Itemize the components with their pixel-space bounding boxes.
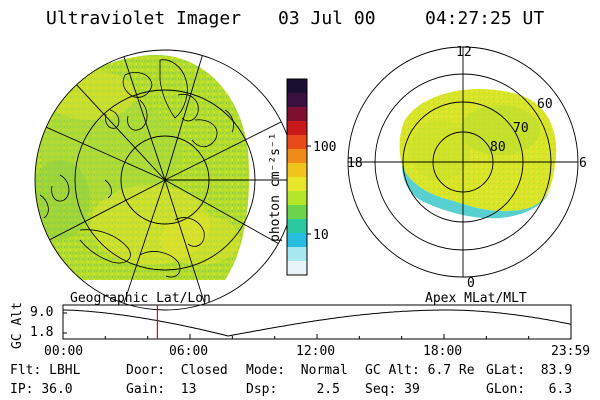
colorbar-label-10: 10	[313, 228, 329, 243]
status-value: LBHL	[49, 363, 81, 378]
timeline-frame	[62, 304, 572, 340]
colorbar-segment	[287, 205, 307, 220]
colorbar-segment	[287, 135, 307, 150]
status-gain: Gain: 13	[126, 382, 196, 397]
timeline-ticks	[62, 334, 572, 339]
colorbar	[286, 78, 311, 276]
status-mode: Mode: Normal	[246, 363, 348, 378]
status-dsp: Dsp: 2.5	[246, 382, 340, 397]
status-key: Flt:	[10, 363, 42, 378]
timeline-plot	[62, 304, 572, 340]
apex-caption: Apex MLat/MLT	[425, 291, 527, 306]
colorbar-segment	[287, 191, 307, 206]
status-value: 2.5	[316, 382, 340, 397]
colorbar-segment	[287, 163, 307, 178]
oval-edge	[402, 165, 550, 219]
status-seq: Seq: 39	[365, 382, 420, 397]
timeline-y-tick-9: 9.0	[30, 305, 54, 320]
colorbar-segment	[287, 79, 307, 94]
status-door: Door: Closed	[126, 363, 228, 378]
status-value: Normal	[300, 363, 348, 378]
geographic-image	[34, 49, 296, 311]
gc-altitude-curve	[63, 309, 572, 337]
status-key: IP:	[10, 382, 34, 397]
timeline-x-tick: 23:59	[551, 344, 591, 359]
colorbar-gradient	[287, 79, 307, 276]
emission-patch	[410, 120, 470, 180]
colorbar-segment	[287, 107, 307, 122]
mlat-label-60: 60	[537, 97, 553, 112]
colorbar-segment	[287, 247, 307, 262]
colorbar-segment	[287, 121, 307, 136]
status-value: 36.0	[41, 382, 73, 397]
status-key: GC Alt:	[365, 363, 420, 378]
colorbar-segment	[287, 233, 307, 248]
emission-patch	[35, 160, 90, 240]
timeline-y-tick-1: 1.8	[30, 325, 54, 340]
colorbar-segment	[287, 177, 307, 192]
timeline-x-tick: 12:00	[296, 344, 336, 359]
status-key: Gain:	[126, 382, 166, 397]
colorbar-unit-label: photon cm⁻²s⁻¹	[268, 132, 283, 242]
colorbar-segment	[287, 93, 307, 108]
coastlines	[39, 59, 234, 278]
status-ip: IP: 36.0	[10, 382, 73, 397]
status-value: Closed	[180, 363, 228, 378]
mlat-label-80: 80	[490, 140, 506, 155]
polar-grid	[347, 46, 579, 278]
mlat-label-70: 70	[513, 121, 529, 136]
timeline-x-tick: 00:00	[44, 344, 84, 359]
status-key: Door:	[126, 363, 166, 378]
colorbar-segment	[287, 219, 307, 234]
geographic-caption: Geographic Lat/Lon	[70, 291, 211, 306]
status-key: GLat:	[486, 363, 526, 378]
timeline-x-tick: 18:00	[423, 344, 463, 359]
observation-date: 03 Jul 00	[278, 8, 376, 29]
status-value: 39	[404, 382, 420, 397]
mlt-label-0: 0	[467, 276, 475, 291]
mlt-label-6: 6	[579, 156, 587, 171]
colorbar-label-100: 100	[313, 140, 337, 155]
instrument-title: Ultraviolet Imager	[46, 8, 242, 29]
status-key: Mode:	[246, 363, 286, 378]
status-value: 83.9	[540, 363, 573, 378]
status-glat: GLat: 83.9	[486, 363, 572, 378]
timeline-y-label: GC Alt	[10, 302, 25, 349]
status-filter: Flt: LBHL	[10, 363, 80, 378]
colorbar-frame	[286, 78, 308, 276]
status-key: GLon:	[486, 382, 526, 397]
timeline-x-tick: 06:00	[169, 344, 209, 359]
status-glon: GLon: 6.3	[486, 382, 572, 397]
mlt-label-12: 12	[456, 45, 472, 60]
status-key: Dsp:	[246, 382, 278, 397]
observation-time: 04:27:25 UT	[425, 8, 545, 29]
status-key: Seq:	[365, 382, 397, 397]
status-gc-alt: GC Alt: 6.7 Re	[365, 363, 475, 378]
colorbar-segment	[287, 261, 307, 276]
mlt-label-18: 18	[347, 156, 363, 171]
emission-patch	[45, 70, 135, 120]
status-value: 6.3	[548, 382, 573, 397]
polar-image	[347, 46, 579, 278]
colorbar-segment	[287, 149, 307, 164]
status-value: 6.7 Re	[427, 363, 475, 378]
status-value: 13	[180, 382, 197, 397]
